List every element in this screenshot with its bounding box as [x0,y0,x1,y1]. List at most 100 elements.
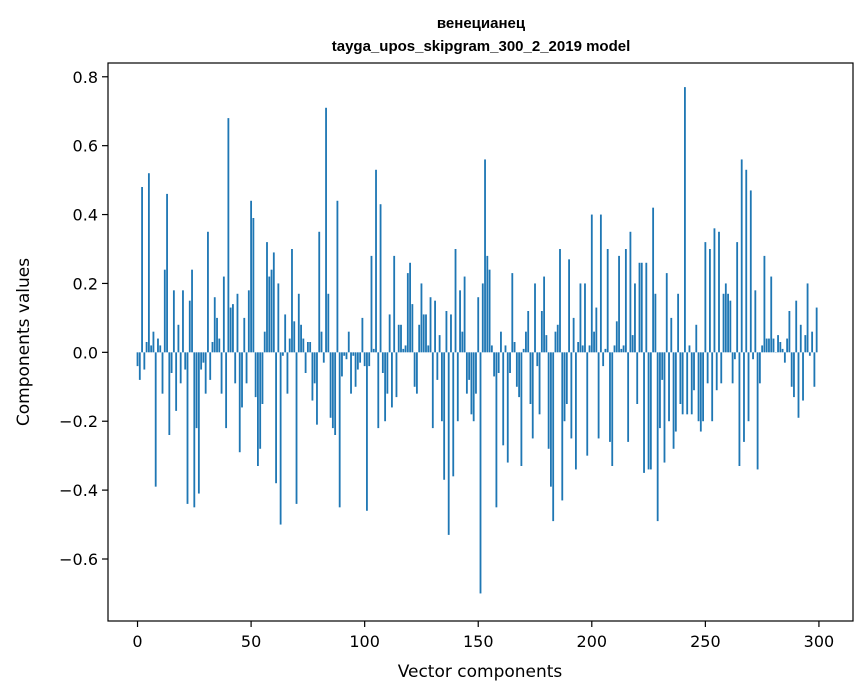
bar-299 [815,307,818,353]
bar-196 [581,345,584,353]
bar-33 [211,342,214,353]
y-tick-label: −0.6 [59,550,98,569]
bar-87 [334,352,337,435]
bar-34 [213,297,216,353]
x-tick-label: 150 [463,632,494,651]
bar-67 [288,338,291,353]
bar-245 [693,352,695,391]
y-tick-label: −0.2 [59,412,98,431]
bar-224 [645,262,648,353]
bar-223 [643,352,645,473]
bar-191 [570,352,573,439]
bar-294 [804,335,807,353]
y-axis-ticks: −0.6 −0.4 −0.2 0.0 0.2 0.4 0.6 0.8 [59,68,108,569]
bar-117 [402,348,405,353]
bar-3 [143,352,146,370]
bar-178 [540,311,543,353]
x-tick-label: 250 [690,632,721,651]
bar-107 [379,204,382,353]
bar-123 [415,352,418,394]
y-tick-label: 0.0 [73,343,98,362]
bar-289 [793,352,795,398]
bar-201 [593,331,595,353]
bar-105 [375,169,377,353]
bar-143 [461,331,464,353]
bar-247 [697,352,700,422]
bar-20 [182,290,184,353]
bar-207 [606,249,609,353]
bar-72 [300,324,302,353]
bar-120 [409,262,411,353]
bar-167 [515,352,518,387]
bar-30 [204,352,207,394]
bar-73 [302,338,305,353]
bar-152 [481,283,484,353]
bar-118 [404,345,407,353]
bar-151 [479,352,482,594]
bar-282 [777,335,779,353]
bar-288 [790,352,793,387]
bar-112 [391,352,393,408]
bar-200 [590,214,593,353]
bar-130 [431,352,434,429]
bar-26 [195,352,198,429]
bar-276 [763,255,766,353]
bar-232 [663,352,666,463]
bar-147 [470,352,473,415]
chart-title: венецианец [437,15,526,32]
bar-14 [168,352,171,435]
bar-292 [799,324,802,353]
bar-92 [345,352,348,360]
bar-39 [225,352,228,429]
bar-146 [468,352,471,380]
bar-28 [200,352,203,370]
x-axis-label: Vector components [398,662,563,682]
bar-215 [624,249,627,353]
bar-70 [295,352,298,504]
bar-271 [752,352,754,360]
bar-7 [152,331,155,353]
y-tick-label: 0.6 [73,137,98,156]
bar-287 [788,311,791,353]
bar-132 [436,352,439,380]
bar-74 [304,352,307,373]
bar-184 [554,331,557,353]
bar-228 [654,293,657,353]
bar-159 [497,352,500,373]
bar-66 [286,352,289,394]
bar-141 [456,352,459,422]
bar-56 [263,331,266,353]
bar-175 [534,283,536,353]
bar-106 [377,352,380,429]
bar-249 [702,352,704,422]
bar-189 [565,352,568,404]
bar-295 [806,283,809,353]
bar-190 [568,259,570,353]
bar-258 [722,293,725,353]
x-tick-label: 200 [577,632,608,651]
bar-149 [475,352,477,394]
bar-166 [513,342,516,353]
bar-119 [406,273,409,353]
bar-267 [743,352,745,442]
y-tick-label: 0.2 [73,274,98,293]
bar-69 [293,321,296,353]
bar-97 [356,352,359,370]
bar-218 [631,335,634,353]
bar-102 [368,352,371,367]
bar-266 [740,159,743,353]
bar-230 [659,352,661,429]
bar-43 [234,352,237,384]
bar-52 [254,352,257,398]
bar-101 [366,352,368,511]
bar-171 [525,331,527,353]
bar-251 [706,352,709,384]
bar-202 [595,307,598,353]
bar-187 [561,352,564,501]
bar-273 [756,352,759,470]
bar-275 [761,345,764,353]
bar-168 [518,352,521,398]
bar-284 [781,348,784,353]
bar-38 [222,276,225,353]
